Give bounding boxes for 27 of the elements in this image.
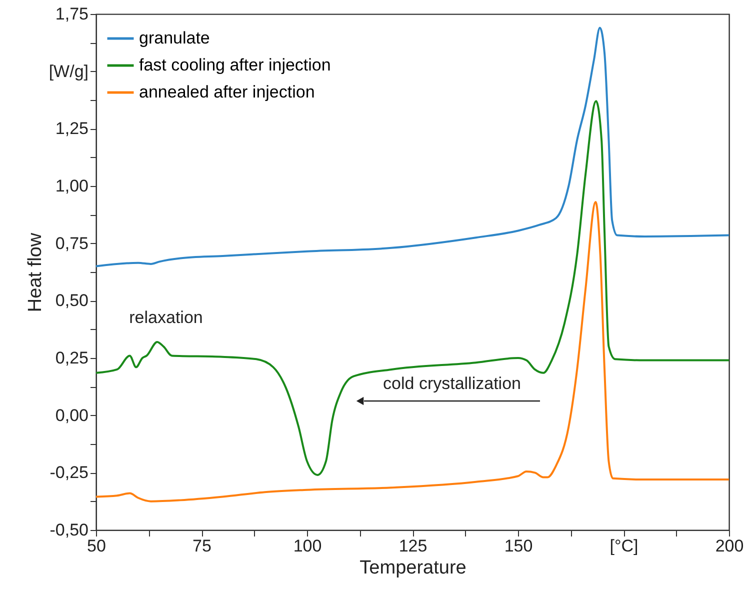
x-tick-label: 150 <box>504 536 533 556</box>
legend-label: granulate <box>139 28 210 48</box>
annotation: relaxation <box>129 308 203 327</box>
y-tick-label: 0,00 <box>55 406 88 425</box>
legend-label: fast cooling after injection <box>139 56 331 74</box>
y-tick-label: [W/g] <box>48 62 88 81</box>
legend-label: annealed after injection <box>139 82 315 102</box>
y-tick-label: 0,25 <box>55 348 88 368</box>
x-tick-label: 50 <box>87 536 106 556</box>
x-tick-label: [°C] <box>610 536 638 556</box>
y-tick-label: -0,50 <box>50 520 88 540</box>
x-tick-label: 125 <box>398 536 428 556</box>
y-tick-label: 0,75 <box>55 234 88 253</box>
x-tick-label: 75 <box>192 536 212 556</box>
y-tick-label: -0,25 <box>50 463 88 482</box>
x-tick-label: 200 <box>715 536 744 556</box>
y-tick-label: 1,25 <box>55 119 88 138</box>
y-tick-label: 1,75 <box>55 4 88 24</box>
line-series <box>95 26 730 268</box>
annotation: cold crystallization <box>383 374 521 393</box>
x-tick-label: 100 <box>293 536 322 556</box>
y-tick-label: 0,50 <box>55 291 88 310</box>
x-axis-title: Temperature <box>360 558 466 578</box>
y-axis-title: Heat flow <box>24 232 46 312</box>
line-series <box>95 100 730 476</box>
y-tick-label: 1,00 <box>55 176 88 196</box>
line-series <box>95 201 730 502</box>
